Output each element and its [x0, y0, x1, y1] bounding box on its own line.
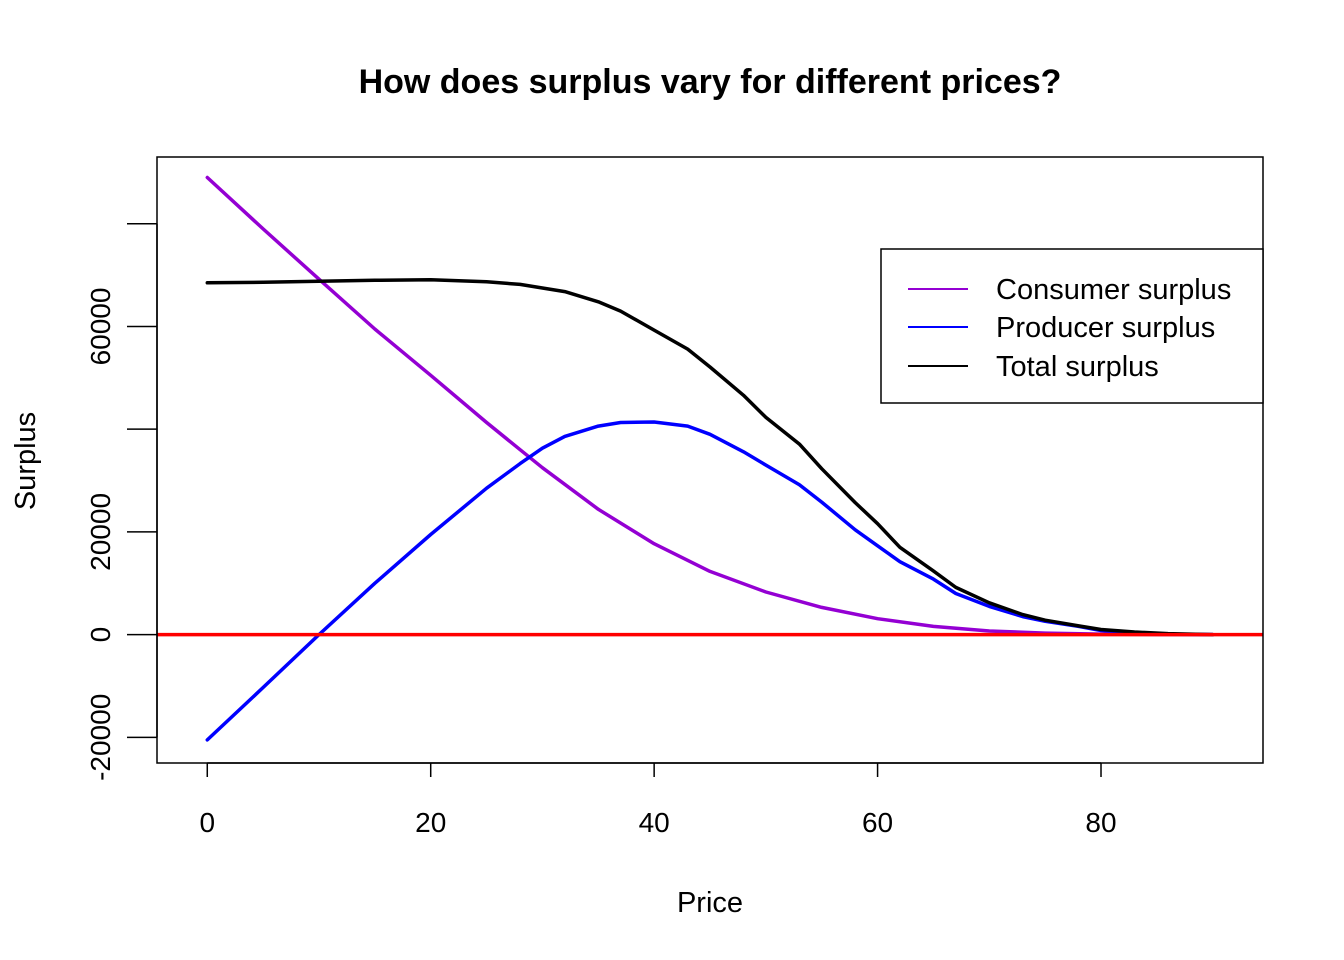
series-layer	[157, 175, 1263, 742]
x-tick-label: 0	[199, 807, 215, 838]
legend: Consumer surplus Producer surplus Total …	[880, 248, 1264, 404]
legend-label-producer-surplus: Producer surplus	[996, 312, 1215, 344]
legend-label-consumer-surplus: Consumer surplus	[996, 274, 1231, 306]
x-tick-label: 40	[639, 807, 670, 838]
y-tick-label: 60000	[85, 288, 116, 366]
series-line-producer-surplus	[205, 420, 1215, 742]
y-tick-label: -20000	[85, 694, 116, 781]
chart-title: How does surplus vary for different pric…	[359, 63, 1062, 101]
y-axis-label: Surplus	[10, 412, 42, 510]
plot-frame	[156, 156, 1264, 764]
y-tick-label: 0	[85, 627, 116, 643]
x-tick-label: 60	[862, 807, 893, 838]
series-line-total-surplus	[205, 277, 1215, 637]
x-tick-label: 20	[415, 807, 446, 838]
x-tick-label: 80	[1085, 807, 1116, 838]
legend-label-total-surplus: Total surplus	[996, 351, 1159, 383]
x-axis-label: Price	[677, 887, 743, 919]
y-tick-label: 20000	[85, 493, 116, 571]
series-line-consumer-surplus	[205, 175, 1215, 637]
